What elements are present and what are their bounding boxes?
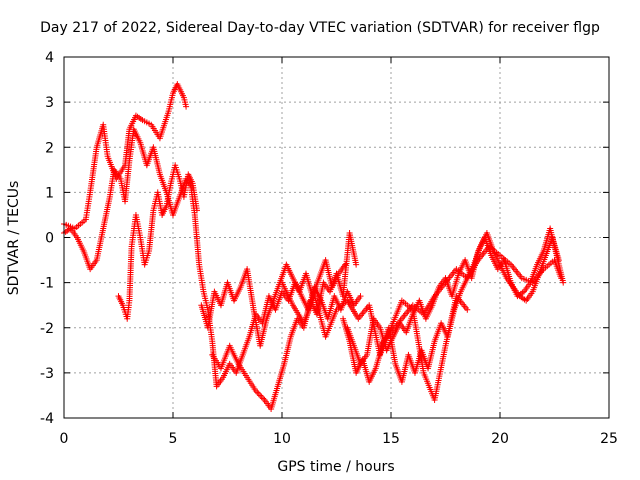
data-point-marker <box>357 293 364 300</box>
y-tick-label: 1 <box>45 185 54 201</box>
y-tick-label: -1 <box>40 276 54 292</box>
data-point-marker <box>342 261 349 268</box>
series-5 <box>198 257 349 349</box>
y-tick-label: -4 <box>40 411 54 427</box>
data-point-marker <box>560 279 567 286</box>
x-tick-label: 0 <box>60 431 69 447</box>
data-point-marker <box>183 103 190 110</box>
data-point-marker <box>558 275 565 282</box>
data-points <box>61 81 567 412</box>
y-tick-label: 4 <box>45 50 54 66</box>
series-2 <box>61 126 196 273</box>
y-tick-label: 2 <box>45 140 54 156</box>
x-tick-label: 25 <box>600 431 618 447</box>
x-tick-label: 15 <box>382 431 400 447</box>
data-point-marker <box>464 306 471 313</box>
axis-ticks: 0 5 10 15 20 25 -4 -3 -2 -1 0 1 2 3 4 <box>40 50 618 447</box>
x-tick-label: 20 <box>491 431 509 447</box>
y-axis-label: SDTVAR / TECUs <box>6 181 22 296</box>
y-tick-label: -3 <box>40 366 54 382</box>
chart-title: Day 217 of 2022, Sidereal Day-to-day VTE… <box>40 20 600 36</box>
x-tick-label: 10 <box>273 431 291 447</box>
y-tick-label: -2 <box>40 321 54 337</box>
series-10 <box>279 279 471 403</box>
x-axis-label: GPS time / hours <box>277 459 394 475</box>
y-tick-label: 3 <box>45 95 54 111</box>
x-tick-label: 5 <box>169 431 178 447</box>
series-9 <box>377 243 565 349</box>
y-tick-label: 0 <box>45 231 54 247</box>
data-point-marker <box>353 261 360 268</box>
